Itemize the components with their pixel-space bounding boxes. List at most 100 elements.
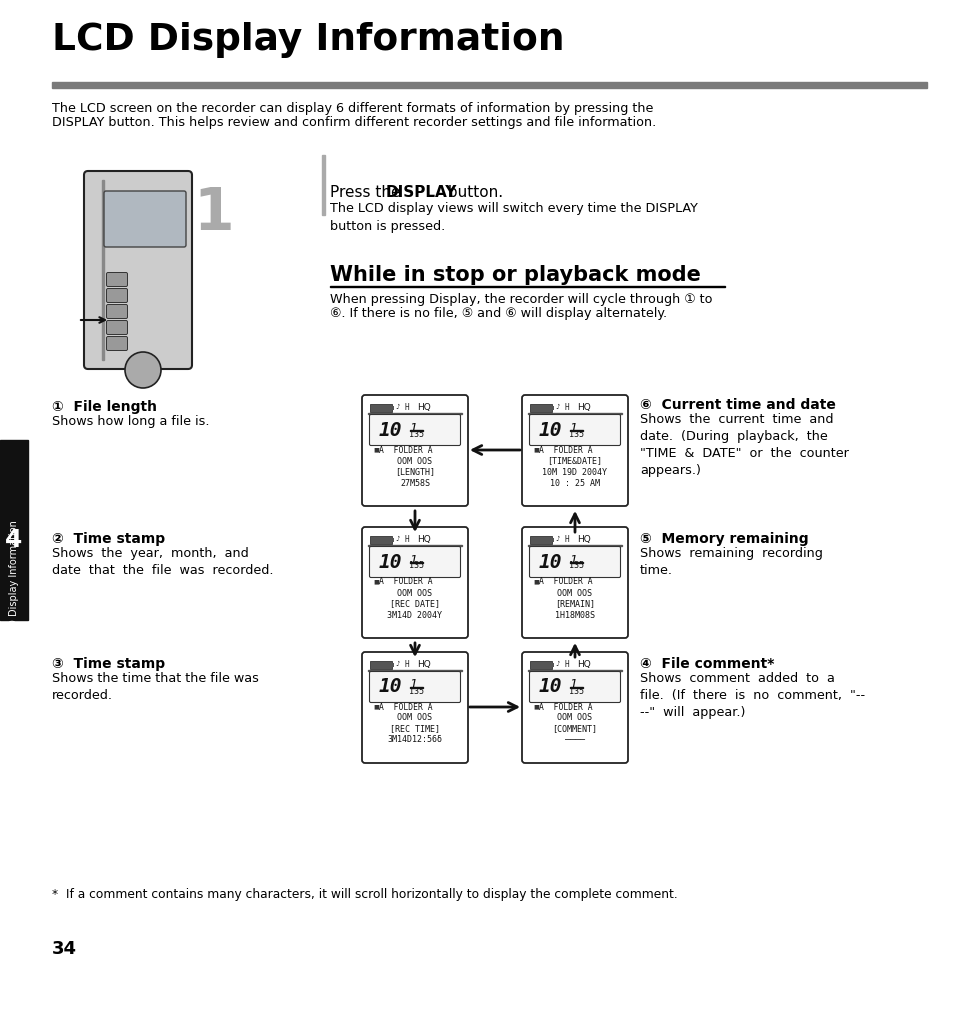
Text: 135: 135 xyxy=(409,561,423,571)
Text: A  FOLDER A: A FOLDER A xyxy=(378,445,432,454)
Text: ■: ■ xyxy=(533,704,538,709)
Circle shape xyxy=(125,352,161,388)
Text: ■: ■ xyxy=(373,704,378,709)
Text: H: H xyxy=(405,660,409,669)
Bar xyxy=(330,285,724,287)
Text: ♪: ♪ xyxy=(555,536,558,542)
FancyBboxPatch shape xyxy=(361,527,468,638)
Text: H: H xyxy=(405,403,409,412)
Text: HQ: HQ xyxy=(577,660,590,669)
Text: 1H18M08S: 1H18M08S xyxy=(555,610,595,620)
Text: HQ: HQ xyxy=(577,403,590,412)
FancyBboxPatch shape xyxy=(107,321,128,334)
FancyBboxPatch shape xyxy=(104,191,186,247)
Text: 10M 19D 2004Y: 10M 19D 2004Y xyxy=(542,468,607,477)
Text: HQ: HQ xyxy=(416,535,431,544)
FancyBboxPatch shape xyxy=(529,546,619,578)
Text: ①  File length: ① File length xyxy=(52,400,157,414)
Text: ♪: ♪ xyxy=(395,536,399,542)
Text: A  FOLDER A: A FOLDER A xyxy=(538,445,592,454)
Text: ♪: ♪ xyxy=(555,404,558,410)
Text: ♪: ♪ xyxy=(395,661,399,667)
Text: Shows how long a file is.: Shows how long a file is. xyxy=(52,415,210,428)
FancyBboxPatch shape xyxy=(529,415,619,445)
Text: ————: ———— xyxy=(564,736,584,745)
Text: H: H xyxy=(564,403,569,412)
Text: OOM OOS: OOM OOS xyxy=(397,457,432,466)
Text: Shows  the  year,  month,  and
date  that  the  file  was  recorded.: Shows the year, month, and date that the… xyxy=(52,547,274,577)
Text: 1: 1 xyxy=(409,553,416,567)
Text: ■: ■ xyxy=(533,580,538,585)
Text: H: H xyxy=(564,535,569,544)
Text: 135: 135 xyxy=(568,687,583,696)
Text: 1: 1 xyxy=(409,679,416,692)
Text: ■: ■ xyxy=(373,447,378,452)
FancyBboxPatch shape xyxy=(107,288,128,303)
Bar xyxy=(102,180,104,360)
Text: OOM OOS: OOM OOS xyxy=(397,589,432,597)
Text: 10: 10 xyxy=(538,421,562,439)
Text: ⑤  Memory remaining: ⑤ Memory remaining xyxy=(639,532,808,546)
Text: HQ: HQ xyxy=(416,403,431,412)
Text: 1: 1 xyxy=(193,185,233,242)
FancyBboxPatch shape xyxy=(84,171,192,369)
Bar xyxy=(530,536,552,544)
FancyBboxPatch shape xyxy=(521,527,627,638)
Text: 10: 10 xyxy=(538,552,562,572)
FancyBboxPatch shape xyxy=(521,395,627,506)
Text: 34: 34 xyxy=(52,940,77,958)
Text: Press the: Press the xyxy=(330,185,405,200)
Text: ■: ■ xyxy=(373,580,378,585)
Text: *  If a comment contains many characters, it will scroll horizontally to display: * If a comment contains many characters,… xyxy=(52,888,677,901)
Bar xyxy=(552,406,554,410)
Text: ♪: ♪ xyxy=(555,661,558,667)
Bar xyxy=(530,404,552,412)
Bar xyxy=(322,155,325,215)
Text: H: H xyxy=(564,660,569,669)
FancyBboxPatch shape xyxy=(107,336,128,351)
Bar xyxy=(392,538,394,542)
FancyBboxPatch shape xyxy=(521,652,627,763)
FancyBboxPatch shape xyxy=(529,672,619,702)
FancyBboxPatch shape xyxy=(369,415,460,445)
Text: HQ: HQ xyxy=(577,535,590,544)
Bar xyxy=(392,406,394,410)
Text: DISPLAY button. This helps review and confirm different recorder settings and fi: DISPLAY button. This helps review and co… xyxy=(52,116,656,129)
Text: 1: 1 xyxy=(568,679,576,692)
FancyBboxPatch shape xyxy=(369,672,460,702)
Text: ④  File comment*: ④ File comment* xyxy=(639,657,774,671)
Text: While in stop or playback mode: While in stop or playback mode xyxy=(330,265,700,285)
Text: 10: 10 xyxy=(378,552,402,572)
Text: A  FOLDER A: A FOLDER A xyxy=(538,578,592,587)
Text: 10: 10 xyxy=(378,678,402,697)
Text: HQ: HQ xyxy=(416,660,431,669)
Bar xyxy=(530,661,552,669)
Text: 1: 1 xyxy=(568,553,576,567)
Text: 135: 135 xyxy=(568,429,583,438)
Text: Shows  comment  added  to  a
file.  (If  there  is  no  comment,  "--
--"  will : Shows comment added to a file. (If there… xyxy=(639,672,864,719)
Bar xyxy=(370,661,392,669)
FancyBboxPatch shape xyxy=(107,305,128,319)
Text: 135: 135 xyxy=(409,687,423,696)
Text: OOM OOS: OOM OOS xyxy=(397,713,432,722)
Bar xyxy=(0,440,28,620)
Text: [COMMENT]: [COMMENT] xyxy=(552,725,597,734)
Text: A  FOLDER A: A FOLDER A xyxy=(538,702,592,711)
Text: 10: 10 xyxy=(538,678,562,697)
Text: 27M58S: 27M58S xyxy=(399,479,430,487)
Text: LCD Display Information: LCD Display Information xyxy=(52,22,564,58)
Text: DISPLAY: DISPLAY xyxy=(386,185,456,200)
Text: ③  Time stamp: ③ Time stamp xyxy=(52,657,165,671)
Bar xyxy=(552,538,554,542)
FancyBboxPatch shape xyxy=(361,652,468,763)
FancyBboxPatch shape xyxy=(369,546,460,578)
Text: ■: ■ xyxy=(533,447,538,452)
Text: H: H xyxy=(405,535,409,544)
Text: ⑥  Current time and date: ⑥ Current time and date xyxy=(639,398,835,412)
Text: [TIME&DATE]: [TIME&DATE] xyxy=(547,457,602,466)
Text: The LCD display views will switch every time the DISPLAY
button is pressed.: The LCD display views will switch every … xyxy=(330,202,698,232)
Text: Shows  remaining  recording
time.: Shows remaining recording time. xyxy=(639,547,822,577)
Text: A  FOLDER A: A FOLDER A xyxy=(378,578,432,587)
Text: 4: 4 xyxy=(6,528,23,552)
Text: ②  Time stamp: ② Time stamp xyxy=(52,532,165,546)
